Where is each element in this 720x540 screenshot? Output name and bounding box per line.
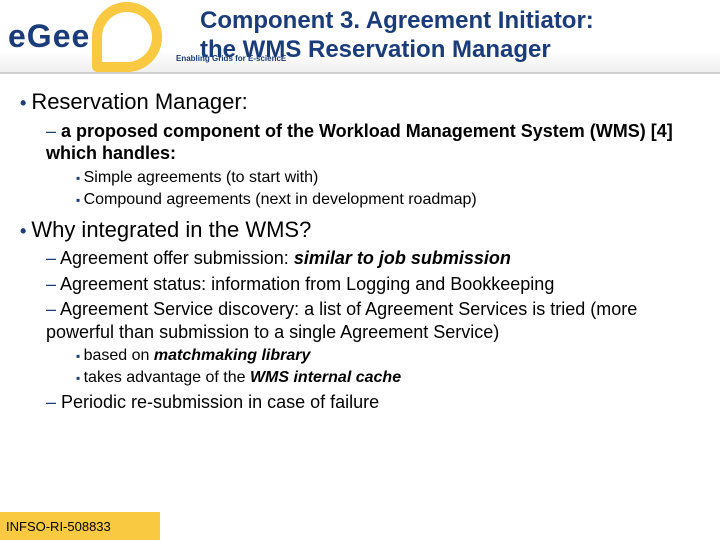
footer-bar: INFSO-RI-508833 bbox=[0, 512, 160, 540]
list-item: Why integrated in the WMS? Agreement off… bbox=[20, 216, 700, 414]
bullet-text: Reservation Manager: bbox=[31, 89, 247, 114]
bullet-text: Periodic re-submission bbox=[61, 392, 248, 412]
slide-header: eGee Enabling Grids for E-sciencE Compon… bbox=[0, 0, 720, 74]
list-item: takes advantage of the WMS internal cach… bbox=[76, 368, 700, 388]
logo-text: eGee bbox=[8, 18, 90, 55]
bullet-text: Compound agreements (next in development… bbox=[84, 191, 477, 208]
list-item: based on matchmaking library bbox=[76, 346, 700, 366]
slide-content: Reservation Manager: a proposed componen… bbox=[0, 74, 720, 414]
bullet-text: Agreement status: bbox=[60, 274, 211, 294]
list-item: Agreement offer submission: similar to j… bbox=[46, 247, 700, 270]
list-item: Agreement Service discovery: a list of A… bbox=[46, 298, 700, 388]
bullet-text: a proposed component of the Workload Man… bbox=[46, 121, 673, 164]
list-item: a proposed component of the Workload Man… bbox=[46, 120, 700, 210]
list-item: Simple agreements (to start with) bbox=[76, 168, 700, 188]
tagline: Enabling Grids for E-sciencE bbox=[176, 54, 286, 63]
footer-text: INFSO-RI-508833 bbox=[6, 519, 111, 534]
logo-area: eGee bbox=[0, 0, 170, 72]
bullet-text: Agreement Service discovery: bbox=[60, 299, 304, 319]
title-line-1: Component 3. Agreement Initiator: bbox=[200, 7, 594, 34]
bullet-text: based on bbox=[84, 347, 154, 364]
bullet-text-emph: similar to job submission bbox=[294, 248, 511, 268]
bullet-text: Why integrated in the WMS? bbox=[31, 217, 311, 242]
bullet-text-emph: WMS internal cache bbox=[250, 369, 401, 386]
bullet-text: Simple agreements (to start with) bbox=[84, 169, 319, 186]
bullet-list: Reservation Manager: a proposed componen… bbox=[20, 88, 700, 414]
logo-swoosh bbox=[92, 2, 162, 72]
list-item: Compound agreements (next in development… bbox=[76, 190, 700, 210]
bullet-text-emph: matchmaking library bbox=[154, 347, 311, 364]
list-item: Agreement status: information from Loggi… bbox=[46, 273, 700, 296]
bullet-text: information from Logging and Bookkeeping bbox=[211, 274, 554, 294]
bullet-text: in case of failure bbox=[248, 392, 379, 412]
bullet-text: Agreement offer submission: bbox=[60, 248, 294, 268]
bullet-text: takes advantage of the bbox=[84, 369, 250, 386]
list-item: Periodic re-submission in case of failur… bbox=[46, 391, 700, 414]
list-item: Reservation Manager: a proposed componen… bbox=[20, 88, 700, 210]
